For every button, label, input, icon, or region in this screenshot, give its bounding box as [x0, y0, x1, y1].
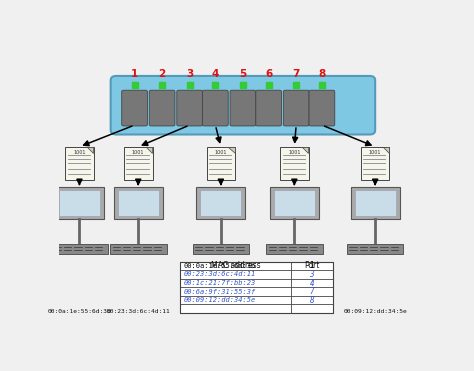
FancyBboxPatch shape: [65, 147, 94, 181]
FancyBboxPatch shape: [347, 244, 403, 254]
Text: 1001: 1001: [369, 150, 382, 155]
FancyBboxPatch shape: [181, 262, 333, 313]
Text: 1: 1: [131, 69, 138, 79]
Text: 1001: 1001: [132, 150, 145, 155]
FancyBboxPatch shape: [355, 190, 396, 216]
Text: 3: 3: [186, 69, 193, 79]
FancyBboxPatch shape: [149, 90, 175, 126]
FancyBboxPatch shape: [202, 90, 228, 126]
Text: 00:1c:21:7f:bb:23: 00:1c:21:7f:bb:23: [189, 309, 253, 314]
FancyBboxPatch shape: [270, 187, 319, 219]
Text: 8: 8: [310, 296, 314, 305]
FancyBboxPatch shape: [118, 190, 159, 216]
Text: 3: 3: [310, 270, 314, 279]
Text: 2: 2: [158, 69, 166, 79]
FancyBboxPatch shape: [122, 90, 147, 126]
FancyBboxPatch shape: [114, 187, 163, 219]
FancyBboxPatch shape: [309, 90, 335, 126]
Text: 00:0a:1e:55:6d:3b: 00:0a:1e:55:6d:3b: [183, 263, 255, 269]
Text: 1: 1: [310, 262, 314, 270]
FancyBboxPatch shape: [230, 90, 256, 126]
Text: 4: 4: [212, 69, 219, 79]
FancyBboxPatch shape: [51, 244, 108, 254]
FancyBboxPatch shape: [201, 190, 241, 216]
Text: 6: 6: [265, 69, 272, 79]
FancyBboxPatch shape: [361, 147, 390, 181]
Text: 1001: 1001: [215, 150, 227, 155]
Text: 00:6a:9f:31:55:3f: 00:6a:9f:31:55:3f: [183, 289, 255, 295]
Text: 00:23:3d:6c:4d:11: 00:23:3d:6c:4d:11: [106, 309, 170, 314]
FancyBboxPatch shape: [351, 187, 400, 219]
Text: 00:1c:21:7f:bb:23: 00:1c:21:7f:bb:23: [183, 280, 255, 286]
FancyBboxPatch shape: [110, 244, 166, 254]
Text: 00:23:3d:6c:4d:11: 00:23:3d:6c:4d:11: [183, 272, 255, 278]
Text: 1001: 1001: [73, 150, 86, 155]
Polygon shape: [228, 147, 235, 152]
Text: 00:09:12:dd:34:5e: 00:09:12:dd:34:5e: [343, 309, 407, 314]
FancyBboxPatch shape: [283, 90, 309, 126]
FancyBboxPatch shape: [196, 187, 246, 219]
Polygon shape: [146, 147, 152, 152]
Text: 4: 4: [310, 279, 314, 288]
Text: MAC address: MAC address: [211, 262, 260, 270]
FancyBboxPatch shape: [59, 190, 100, 216]
FancyBboxPatch shape: [280, 147, 309, 181]
FancyBboxPatch shape: [177, 90, 202, 126]
Text: 00:6a:9f:31:55:3f: 00:6a:9f:31:55:3f: [263, 309, 326, 314]
FancyBboxPatch shape: [207, 147, 235, 181]
FancyBboxPatch shape: [266, 244, 323, 254]
Text: 7: 7: [310, 287, 314, 296]
Text: 8: 8: [318, 69, 326, 79]
Text: 1001: 1001: [288, 150, 301, 155]
FancyBboxPatch shape: [256, 90, 282, 126]
Text: 7: 7: [292, 69, 300, 79]
Polygon shape: [87, 147, 93, 152]
FancyBboxPatch shape: [110, 76, 375, 135]
Polygon shape: [301, 147, 308, 152]
Text: 00:0a:1e:55:6d:3b: 00:0a:1e:55:6d:3b: [47, 309, 111, 314]
Polygon shape: [383, 147, 389, 152]
Text: Port: Port: [304, 262, 319, 270]
FancyBboxPatch shape: [55, 187, 104, 219]
FancyBboxPatch shape: [192, 244, 249, 254]
Text: 5: 5: [239, 69, 246, 79]
FancyBboxPatch shape: [124, 147, 153, 181]
FancyBboxPatch shape: [274, 190, 315, 216]
Text: 00:09:12:dd:34:5e: 00:09:12:dd:34:5e: [183, 297, 255, 303]
